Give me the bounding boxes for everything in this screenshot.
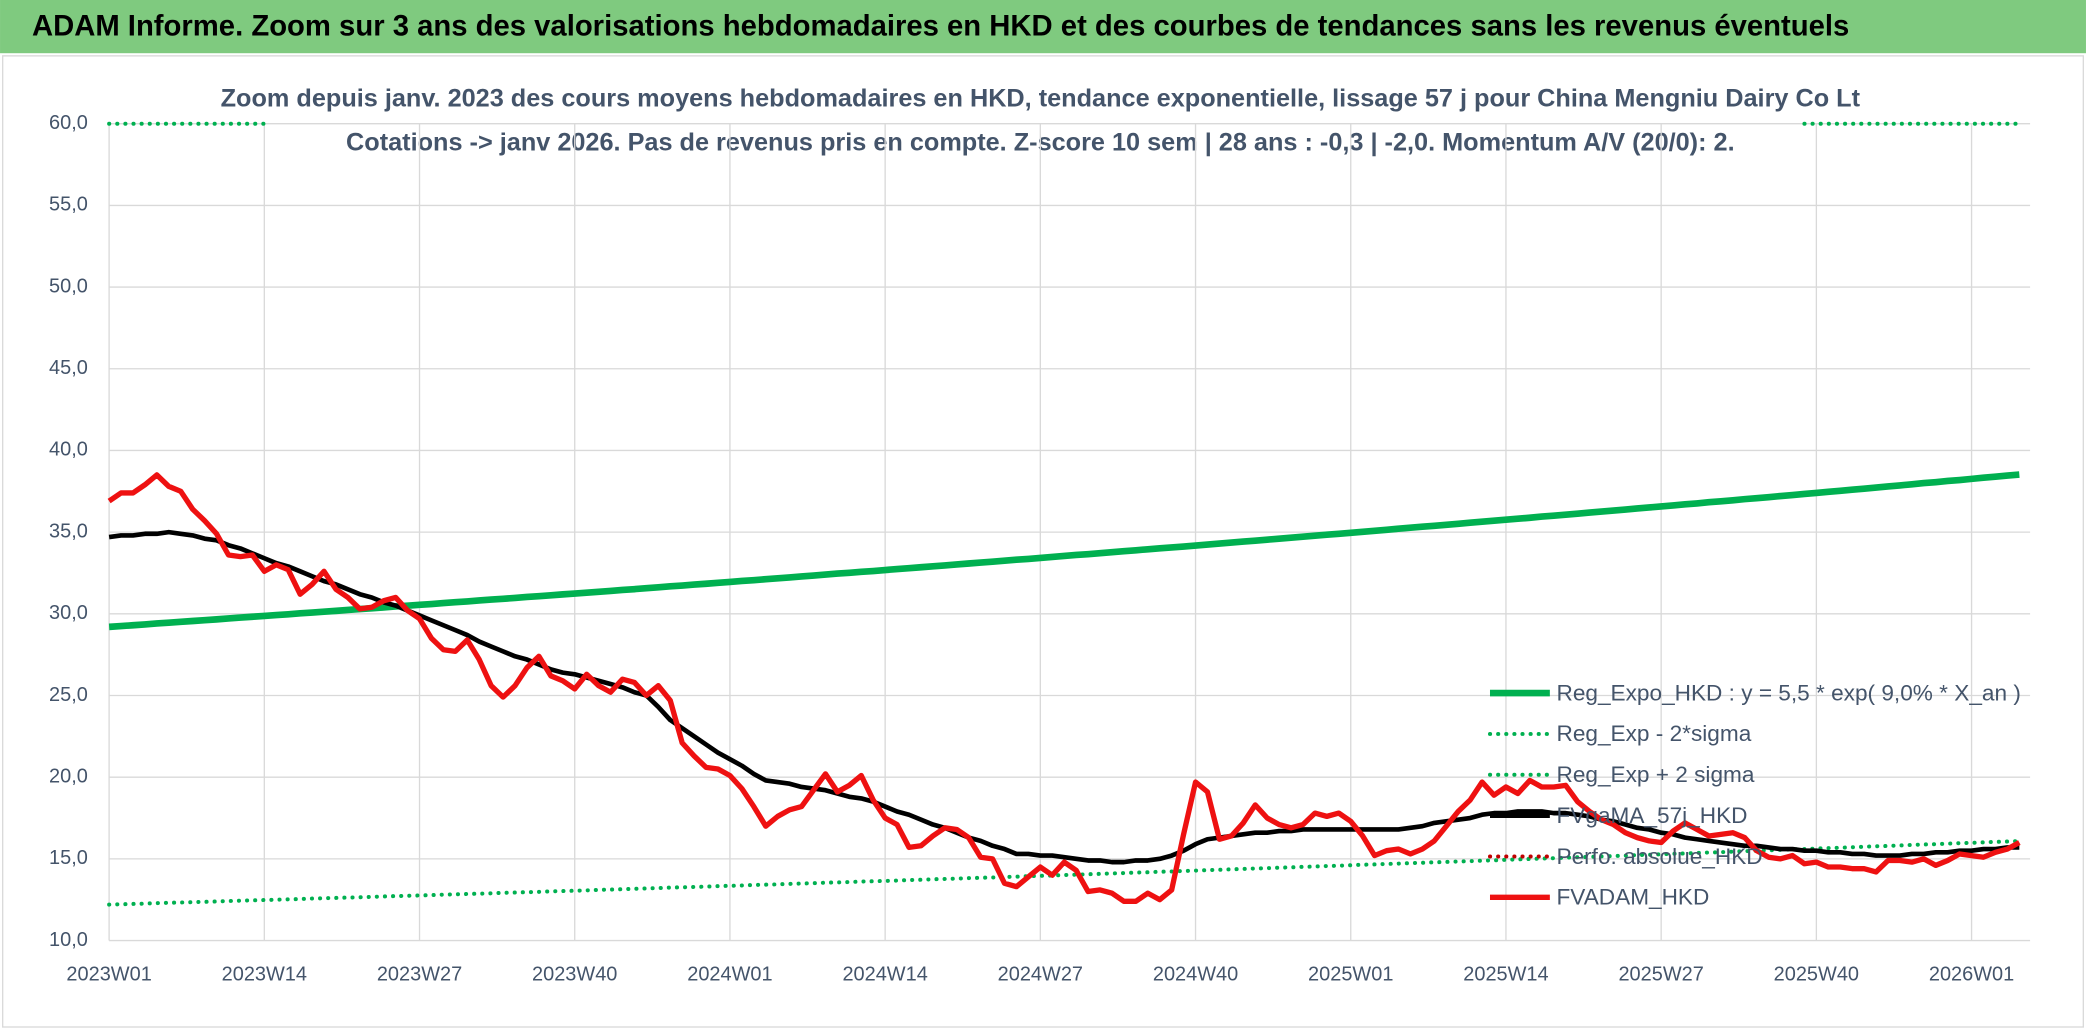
series-line [108,471,2020,631]
legend-label: FVgaMA_57j_HKD [1557,803,1748,828]
x-tick-label: 2024W40 [1153,963,1238,985]
y-tick-label: 15,0 [49,847,88,869]
series-line [107,472,2021,904]
title-banner [0,0,2086,54]
series-line [107,839,2022,907]
y-tick-label: 30,0 [49,602,88,624]
x-tick-label: 2023W27 [377,963,462,985]
legend-label: Reg_Exp - 2*sigma [1557,721,1752,746]
y-tick-label: 50,0 [49,275,88,297]
x-tick-label: 2025W27 [1618,963,1703,985]
x-tick-label: 2025W01 [1308,963,1393,985]
x-tick-label: 2024W14 [842,963,927,985]
legend-label: Reg_Exp + 2 sigma [1557,762,1755,787]
y-tick-label: 60,0 [49,112,88,134]
y-tick-label: 45,0 [49,357,88,379]
chart-frame [2,55,2084,1028]
x-tick-label: 2023W14 [222,963,307,985]
legend-label: Reg_Expo_HKD : y = 5,5 * exp( 9,0% * X_a… [1557,680,2021,705]
page-title: ADAM Informe. Zoom sur 3 ans des valoris… [32,11,1849,43]
x-tick-label: 2024W27 [998,963,1083,985]
x-tick-label: 2024W01 [687,963,772,985]
x-tick-label: 2023W40 [532,963,617,985]
legend-label: Perfo. absolue_HKD [1557,844,1763,869]
chart-subtitle: Zoom depuis janv. 2023 des cours moyens … [221,84,1861,112]
y-tick-label: 55,0 [49,194,88,216]
y-tick-label: 25,0 [49,684,88,706]
x-tick-label: 2026W01 [1929,963,2014,985]
x-tick-label: 2025W14 [1463,963,1548,985]
x-tick-label: 2025W40 [1774,963,1859,985]
y-tick-label: 40,0 [49,439,88,461]
series-line [108,529,2020,865]
y-tick-label: 10,0 [49,929,88,951]
x-tick-label: 2023W01 [66,963,151,985]
legend-label: FVADAM_HKD [1557,885,1710,910]
y-tick-label: 35,0 [49,520,88,542]
y-tick-label: 20,0 [49,765,88,787]
